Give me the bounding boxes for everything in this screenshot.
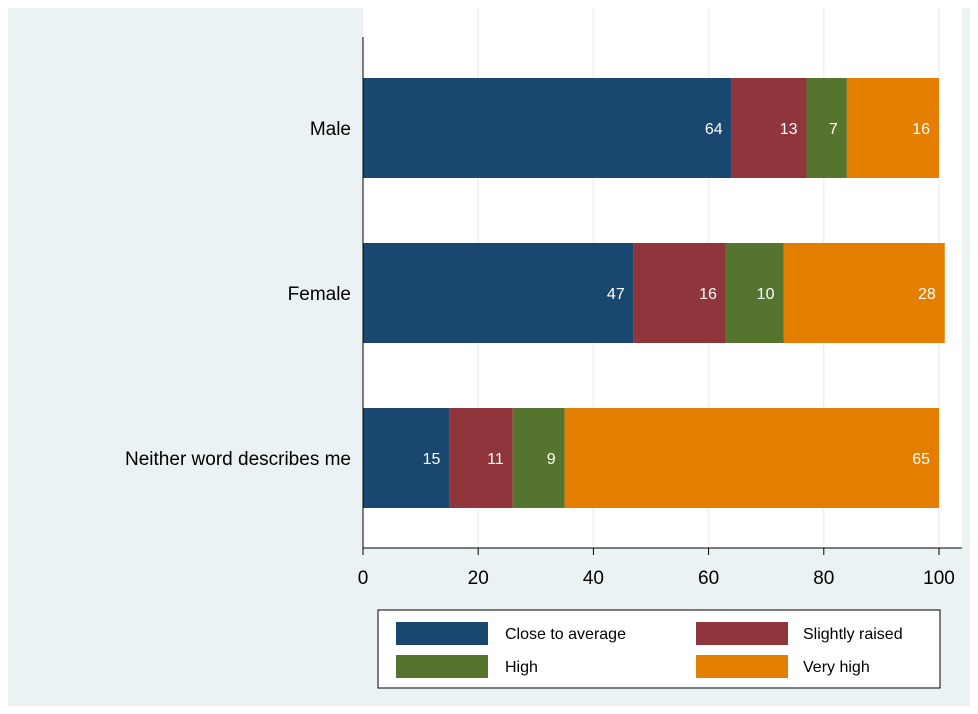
- bar-value-label-female-very-high: 28: [918, 286, 936, 303]
- bar-neither-word-describes-me-very-high: [564, 408, 939, 508]
- legend-swatch-very-high: [696, 655, 788, 678]
- bar-female-high: [725, 243, 784, 343]
- x-tick-label-40: 40: [583, 568, 604, 589]
- bar-value-label-female-close-to-average: 47: [607, 286, 625, 303]
- legend-label-very-high: Very high: [803, 659, 870, 676]
- category-label: Female: [288, 284, 351, 305]
- legend-swatch-close-to-average: [396, 622, 488, 645]
- category-label: Male: [310, 119, 351, 140]
- legend-label-close-to-average: Close to average: [505, 626, 626, 643]
- bar-value-label-neither-word-describes-me-very-high: 65: [912, 451, 930, 468]
- bar-male-close-to-average: [363, 78, 732, 178]
- bar-neither-word-describes-me-close-to-average: [363, 408, 450, 508]
- legend-label-slightly-raised: Slightly raised: [803, 626, 903, 643]
- bar-value-label-male-close-to-average: 64: [705, 121, 723, 138]
- x-tick-label-0: 0: [358, 568, 369, 589]
- bar-neither-word-describes-me-high: [512, 408, 565, 508]
- x-tick-label-80: 80: [813, 568, 834, 589]
- bar-value-label-male-very-high: 16: [912, 121, 930, 138]
- bar-female-very-high: [783, 243, 945, 343]
- legend-swatch-high: [396, 655, 488, 678]
- bar-value-label-neither-word-describes-me-high: 9: [547, 451, 556, 468]
- category-label: Neither word describes me: [125, 449, 351, 470]
- bar-male-very-high: [846, 78, 939, 178]
- legend-swatch-slightly-raised: [696, 622, 788, 645]
- legend-label-high: High: [505, 659, 538, 676]
- bar-value-label-neither-word-describes-me-slightly-raised: 11: [487, 451, 504, 468]
- x-tick-label-20: 20: [468, 568, 489, 589]
- x-tick-label-100: 100: [923, 568, 955, 589]
- bar-neither-word-describes-me-slightly-raised: [449, 408, 513, 508]
- bar-female-slightly-raised: [633, 243, 726, 343]
- bar-male-slightly-raised: [731, 78, 807, 178]
- bar-value-label-female-high: 10: [757, 286, 775, 303]
- bar-value-label-male-slightly-raised: 13: [780, 121, 798, 138]
- bar-male-high: [806, 78, 847, 178]
- bar-female-close-to-average: [363, 243, 634, 343]
- bar-value-label-female-slightly-raised: 16: [699, 286, 717, 303]
- bar-value-label-male-high: 7: [829, 121, 838, 138]
- x-tick-label-60: 60: [698, 568, 719, 589]
- bar-value-label-neither-word-describes-me-close-to-average: 15: [423, 451, 441, 468]
